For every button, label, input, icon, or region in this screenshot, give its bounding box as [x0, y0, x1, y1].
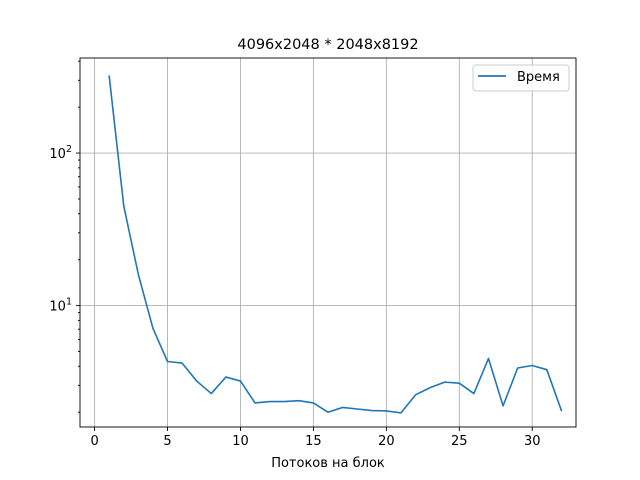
x-tick-label: 20 [378, 434, 395, 449]
x-tick-label: 30 [524, 434, 541, 449]
y-tick-label: 102 [49, 144, 72, 162]
axis-ticks: 0 5 10 15 20 25 30 101 102 [49, 60, 541, 449]
y-tick-label: 101 [49, 297, 72, 315]
x-tick-label: 5 [163, 434, 171, 449]
legend-box [472, 64, 570, 92]
x-tick-label: 0 [90, 434, 98, 449]
series-line-0 [108, 75, 563, 414]
chart-title: 4096x2048 * 2048x8192 [237, 37, 418, 53]
legend-label: Время [517, 70, 560, 85]
plot-frame [79, 57, 577, 428]
x-tick-label: 10 [232, 434, 249, 449]
legend: Время [472, 64, 570, 92]
x-tick-label: 15 [305, 434, 322, 449]
x-axis-label: Потоков на блок [271, 456, 385, 471]
x-tick-label: 25 [451, 434, 468, 449]
series-layer [108, 75, 563, 414]
